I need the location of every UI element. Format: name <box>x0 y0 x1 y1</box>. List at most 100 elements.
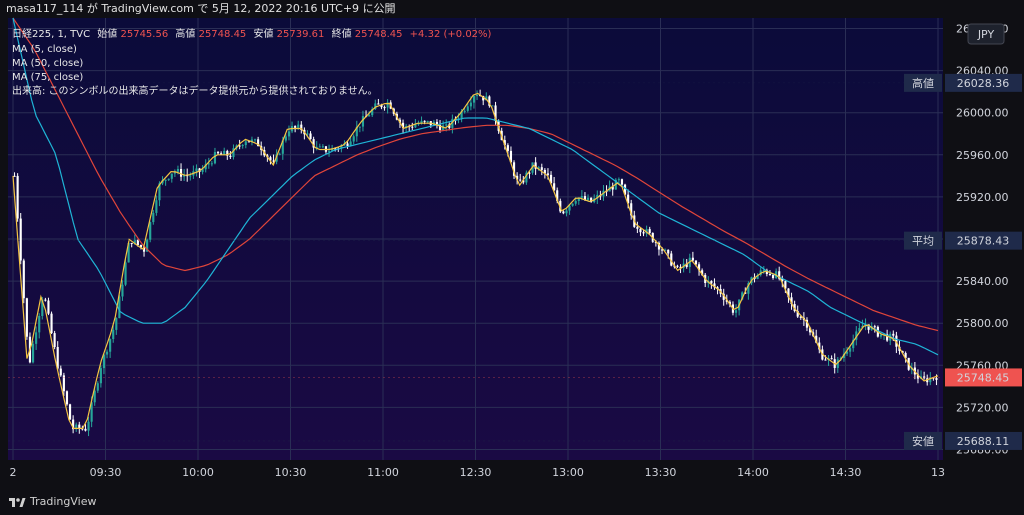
candle-body <box>778 271 781 279</box>
candle-body <box>451 118 454 128</box>
candle-body <box>164 179 167 181</box>
candle-body <box>768 274 772 276</box>
candle-body <box>223 150 226 155</box>
ma50-line[interactable] <box>12 17 939 356</box>
candle-body <box>352 136 355 142</box>
publisher-name: masa117_114 <box>6 2 84 15</box>
high-marker-value-box <box>945 73 1022 92</box>
candle-body <box>654 241 657 243</box>
candle-body <box>25 298 28 337</box>
time-axis[interactable] <box>0 460 1024 488</box>
candle-body <box>401 122 405 129</box>
candle-body <box>331 148 334 151</box>
candle-body <box>340 145 343 149</box>
candle-body <box>38 316 41 333</box>
candle-body <box>161 180 164 184</box>
avg-marker-label-box <box>904 231 942 250</box>
candle-body <box>334 148 337 150</box>
candle-body <box>818 342 821 350</box>
legend-ma75[interactable]: MA (75, close) <box>12 72 83 83</box>
candle-body <box>62 375 65 392</box>
candle-body <box>852 339 855 349</box>
candle-body <box>855 331 858 340</box>
candle-body <box>701 270 704 275</box>
candle-body <box>799 316 802 318</box>
candle-body <box>426 121 429 123</box>
candle-body <box>68 404 72 420</box>
legend-ma50[interactable]: MA (50, close) <box>12 58 83 69</box>
candle-body <box>229 155 232 158</box>
candle-body <box>627 194 630 204</box>
x-tick-label: 13:30 <box>645 466 677 479</box>
candle-body <box>349 141 352 147</box>
candle-body <box>241 145 244 147</box>
candle-body <box>787 288 790 298</box>
candle-body <box>87 421 90 431</box>
candle-body <box>747 283 750 294</box>
candle-body <box>485 96 488 101</box>
candle-body <box>204 164 207 170</box>
candle-body <box>676 265 679 267</box>
candle-body <box>250 139 254 142</box>
avg-marker[interactable]: 平均 25878.43 <box>8 231 1022 250</box>
footer-brand[interactable]: TradingView <box>8 494 96 510</box>
last-price-marker-value: 25748.45 <box>957 371 1010 384</box>
candle-body <box>130 242 133 244</box>
candle-body <box>771 274 775 279</box>
candle-body <box>793 303 796 312</box>
candle-body <box>173 171 176 174</box>
candle-body <box>136 239 139 245</box>
candle-body <box>84 428 87 431</box>
candle-body <box>565 210 568 214</box>
candle-body <box>195 168 198 172</box>
candle-body <box>244 141 247 146</box>
legend-volume-note: 出来高: このシンボルの出来高データはデータ提供元から提供されておりません。 <box>12 84 378 97</box>
candle-body <box>155 200 158 213</box>
candle-body <box>611 186 614 190</box>
candle-body <box>142 247 146 252</box>
candle-body <box>509 150 513 163</box>
publish-suffix: に公開 <box>362 2 396 15</box>
candle-body <box>16 175 19 219</box>
legend-symbol: 日経225, 1, TVC <box>12 27 90 40</box>
x-tick-label: 10:30 <box>275 466 307 479</box>
candle-body <box>784 281 787 289</box>
candle-body <box>22 260 25 299</box>
candle-body <box>519 179 522 181</box>
candle-body <box>892 333 895 336</box>
candle-body <box>506 145 509 151</box>
candle-body <box>525 172 528 183</box>
candle-body <box>59 368 62 376</box>
last-price-marker[interactable]: 25748.45 <box>8 368 1022 387</box>
candle-body <box>929 377 932 383</box>
candle-body <box>728 301 731 305</box>
candle-body <box>207 163 210 165</box>
candle-body <box>873 326 876 328</box>
candle-body <box>553 183 556 191</box>
candle-body <box>19 218 22 261</box>
candle-body <box>47 300 50 314</box>
candle-body <box>469 102 472 107</box>
currency-label: JPY <box>977 28 995 41</box>
candle-body <box>765 270 768 275</box>
high-marker-value: 26028.36 <box>957 77 1010 90</box>
high-marker[interactable]: 高値 26028.36 <box>8 73 1022 92</box>
low-marker-value: 25688.11 <box>957 435 1010 448</box>
ma5-line[interactable] <box>12 92 939 429</box>
candle-body <box>849 348 852 352</box>
candle-body <box>466 106 469 111</box>
candle-body <box>318 146 321 148</box>
currency-badge[interactable]: JPY <box>967 23 1005 45</box>
x-tick-label: 14:30 <box>830 466 862 479</box>
legend-ma5[interactable]: MA (5, close) <box>12 44 77 55</box>
candle-body <box>149 222 152 240</box>
candle-body <box>460 111 463 119</box>
candle-body <box>762 270 765 272</box>
candle-body <box>377 103 380 105</box>
candle-body <box>808 327 812 333</box>
candle-body <box>423 120 426 122</box>
low-marker[interactable]: 安値 25688.11 <box>8 431 1022 450</box>
ma75-line[interactable] <box>12 17 939 332</box>
candle-body <box>152 212 155 223</box>
